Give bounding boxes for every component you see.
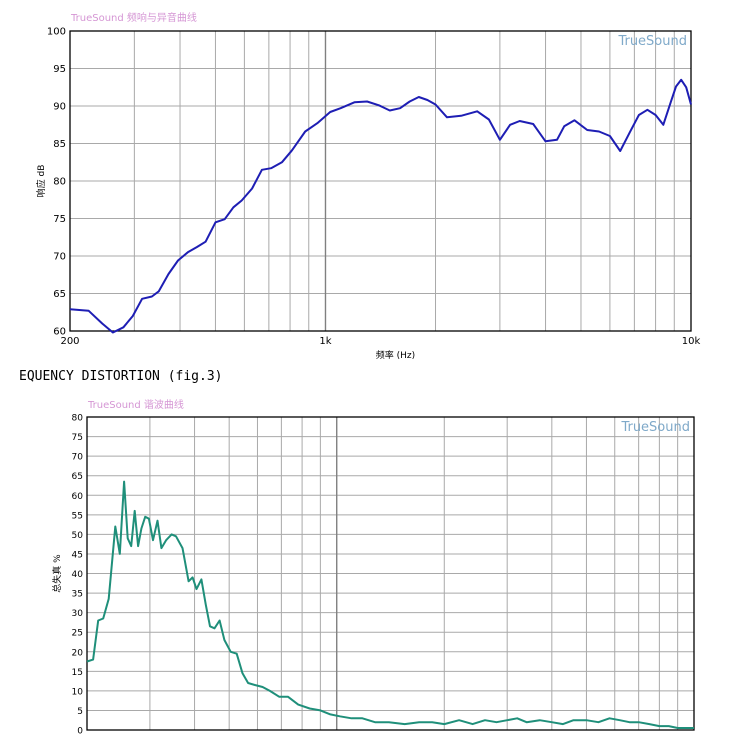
- y-tick-label: 65: [72, 472, 83, 482]
- y-tick-label: 5: [77, 707, 83, 717]
- y-tick-label: 60: [72, 492, 84, 502]
- y-tick-label: 15: [72, 668, 83, 678]
- y-tick-label: 30: [72, 609, 84, 619]
- y-tick-label: 20: [72, 648, 84, 658]
- y-tick-label: 40: [72, 570, 84, 580]
- x-tick-label: 10k: [682, 336, 701, 347]
- y-tick-label: 95: [53, 64, 66, 75]
- y-tick-label: 70: [72, 453, 84, 463]
- plot-frame: [86, 416, 695, 731]
- y-axis-label: 响应 dB: [35, 165, 47, 198]
- y-tick-label: 35: [72, 590, 83, 600]
- y-tick-label: 60: [53, 327, 66, 338]
- x-tick-label: 1k: [319, 336, 331, 347]
- y-tick-label: 65: [53, 289, 66, 300]
- y-tick-label: 100: [47, 27, 66, 38]
- y-tick-label: 80: [53, 177, 66, 188]
- figure-caption: EQUENCY DISTORTION (fig.3): [19, 369, 223, 384]
- y-tick-label: 55: [72, 511, 83, 521]
- y-axis-label: 总失真 %: [51, 554, 63, 593]
- plot-frame: [69, 30, 692, 332]
- y-tick-label: 0: [77, 727, 83, 737]
- y-tick-label: 85: [53, 139, 66, 150]
- watermark: TrueSound: [620, 420, 690, 435]
- y-tick-label: 80: [72, 414, 84, 424]
- y-tick-label: 90: [53, 102, 66, 113]
- y-tick-label: 75: [53, 214, 66, 225]
- y-tick-label: 10: [72, 687, 84, 697]
- series-line: [86, 480, 694, 729]
- series-line: [69, 78, 692, 334]
- chart2-title: TrueSound 谐波曲线: [88, 400, 184, 411]
- watermark: TrueSound: [617, 34, 687, 49]
- y-tick-label: 50: [72, 531, 84, 541]
- frequency-response-chart: 60 65 70 75 80 85 90 95 100 200 1k 10k TrueSound 响应 d…: [35, 27, 701, 362]
- y-tick-label: 70: [53, 252, 66, 263]
- x-tick-label: 200: [60, 336, 79, 347]
- y-tick-label: 25: [72, 629, 83, 639]
- chart1-title: TrueSound 频响与异音曲线: [71, 13, 197, 24]
- y-tick-label: 75: [72, 433, 83, 443]
- y-tick-label: 45: [72, 550, 83, 560]
- x-axis-label: 频率 (Hz): [376, 349, 415, 361]
